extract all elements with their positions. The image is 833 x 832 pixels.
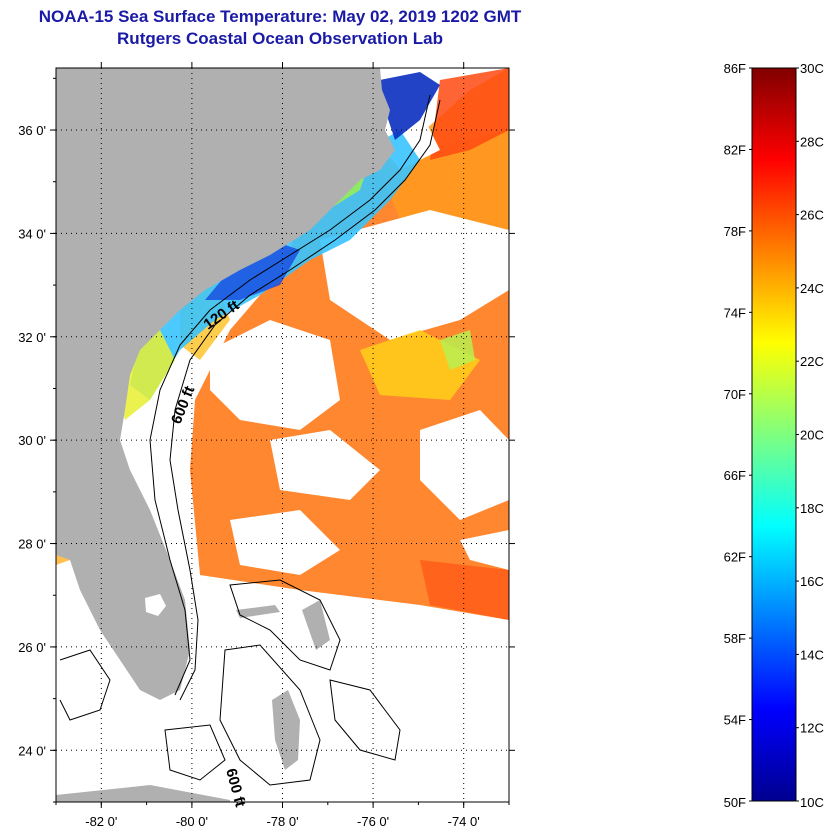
lon-tick-label: -80 0' bbox=[176, 814, 208, 829]
cloud-cover-4 bbox=[420, 410, 509, 520]
graticule bbox=[56, 68, 509, 802]
lat-tick-label: 32 0' bbox=[18, 330, 46, 345]
sst-field-hot-gulfstream bbox=[430, 68, 509, 160]
cloud-cover bbox=[320, 210, 509, 340]
colorbar-f-label: 82F bbox=[724, 142, 746, 157]
cloud-cover-3 bbox=[270, 430, 380, 500]
colorbar-f-label: 54F bbox=[724, 713, 746, 728]
bahamas-andros bbox=[272, 690, 300, 770]
contour-bahamas-bank-2 bbox=[219, 644, 321, 786]
colorbar-f-label: 86F bbox=[724, 61, 746, 76]
colorbar-f-label: 50F bbox=[724, 795, 746, 810]
cloud-cover-7 bbox=[460, 530, 509, 570]
colorbar-c-label: 24C bbox=[800, 281, 824, 296]
lat-tick-label: 36 0' bbox=[18, 123, 46, 138]
contour-600ft bbox=[169, 99, 441, 701]
colorbar-f-label: 74F bbox=[724, 305, 746, 320]
colorbar-c-label: 16C bbox=[800, 574, 824, 589]
sst-field-green-patch bbox=[440, 330, 475, 370]
cloud-cover-6 bbox=[230, 510, 340, 575]
colorbar-f-label: 62F bbox=[724, 550, 746, 565]
lon-tick-label: -74 0' bbox=[448, 814, 480, 829]
map-title: NOAA-15 Sea Surface Temperature: May 02,… bbox=[0, 6, 560, 50]
lat-tick-label: 28 0' bbox=[18, 537, 46, 552]
title-line-2: Rutgers Coastal Ocean Observation Lab bbox=[117, 29, 443, 48]
contour-gulf-shelf bbox=[59, 649, 111, 721]
contour-bahamas-bank-1 bbox=[229, 579, 341, 671]
lon-tick-label: -82 0' bbox=[85, 814, 117, 829]
colorbar-labels: 86F 82F 78F 74F 70F 66F 62F 58F 54F 50F 30C 28C 26C 2… bbox=[724, 61, 824, 810]
colorbar-c-label: 20C bbox=[800, 428, 824, 443]
contour-bahamas-bank-3 bbox=[329, 679, 401, 761]
colorbar-f-label: 70F bbox=[724, 387, 746, 402]
colorbar-f-label: 66F bbox=[724, 468, 746, 483]
title-line-1: NOAA-15 Sea Surface Temperature: May 02,… bbox=[38, 7, 522, 26]
lon-tick-label: -76 0' bbox=[357, 814, 389, 829]
lon-tick-label: -78 0' bbox=[266, 814, 298, 829]
colorbar bbox=[751, 67, 797, 802]
colorbar-c-label: 10C bbox=[800, 795, 824, 810]
contour-120ft bbox=[149, 94, 431, 696]
cuba-coast bbox=[56, 785, 230, 802]
map-axes: 36 0' 34 0' 32 0' 30 0' 28 0' 26 0' 24 0' -82 0… bbox=[18, 62, 515, 829]
colorbar-c-label: 18C bbox=[800, 501, 824, 516]
colorbar-f-label: 78F bbox=[724, 224, 746, 239]
colorbar-c-label: 22C bbox=[800, 354, 824, 369]
colorbar-c-label: 14C bbox=[800, 647, 824, 662]
sst-field-south-red bbox=[420, 560, 509, 620]
lat-tick-label: 26 0' bbox=[18, 640, 46, 655]
us-east-coast-land bbox=[56, 68, 395, 700]
sst-coastal-deepblue bbox=[380, 72, 440, 140]
lat-tick-label: 24 0' bbox=[18, 743, 46, 758]
colorbar-c-label: 26C bbox=[800, 208, 824, 223]
colorbar-c-label: 28C bbox=[800, 134, 824, 149]
contour-bahamas-bank-4 bbox=[164, 724, 226, 781]
sst-coastal-blue bbox=[205, 240, 300, 300]
cloud-cover-2 bbox=[210, 320, 340, 430]
colorbar-c-label: 30C bbox=[800, 61, 824, 76]
lat-tick-label: 30 0' bbox=[18, 433, 46, 448]
lat-tick-label: 34 0' bbox=[18, 226, 46, 241]
bahamas-grand bbox=[236, 605, 280, 618]
colorbar-f-label: 58F bbox=[724, 631, 746, 646]
map-content bbox=[56, 68, 509, 802]
bahamas-abaco bbox=[302, 600, 330, 650]
lake-okeechobee bbox=[145, 594, 166, 616]
colorbar-c-label: 12C bbox=[800, 721, 824, 736]
